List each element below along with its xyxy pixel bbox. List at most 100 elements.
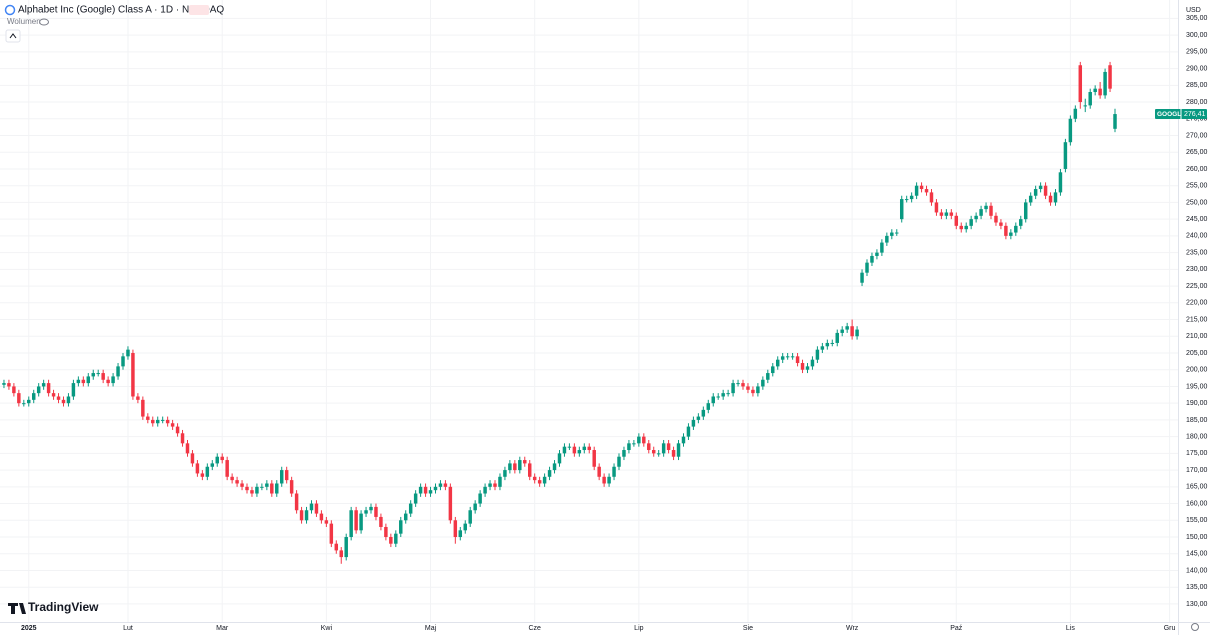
candle-body [656,453,661,455]
candle-body [924,189,929,193]
candle-body [771,366,775,374]
candle-body [61,399,66,404]
candle-body [870,255,874,263]
candle-body [111,376,115,384]
candle-body [681,436,686,444]
candle-body [647,443,651,451]
candle-body [741,383,745,387]
candle-body [785,356,790,358]
candle-body [711,396,715,404]
candle-body [438,483,443,487]
candle-body [761,379,765,387]
candle-body [508,463,512,471]
candle-body [1088,92,1092,106]
y-tick-label: 235,00 [1186,249,1208,256]
candle-body [279,470,284,484]
candle-body [275,483,279,494]
candle-body [36,386,41,394]
collapse-button[interactable] [5,29,21,43]
candle-body [284,470,289,481]
candle-body [86,376,91,384]
x-tick-label: Lut [123,625,133,632]
candle-body [622,450,626,457]
candle-body [795,356,800,364]
candle-body [1004,225,1008,236]
candle-body [329,523,334,544]
candle-body [1033,189,1038,196]
settings-icon[interactable] [1191,623,1199,631]
y-tick-label: 140,00 [1186,567,1208,574]
candle-body [835,332,839,343]
candle-body [205,466,210,477]
candle-body [1113,114,1117,129]
candle-body [706,403,711,410]
candle-body [468,510,472,524]
candle-body [349,510,353,538]
x-tick-label: Wrz [846,625,859,632]
candle-body [71,383,76,397]
y-tick-label: 205,00 [1186,350,1208,357]
candle-body [478,493,482,504]
candle-body [865,262,869,273]
candle-body [101,373,105,380]
candle-body [979,209,983,216]
candle-body [384,526,388,538]
y-tick-label: 280,00 [1186,99,1208,106]
candle-body [1073,108,1078,119]
candle-body [721,393,725,397]
candle-body [984,205,988,210]
candle-body [800,363,805,370]
candle-body [473,503,477,511]
candle-body [463,523,467,531]
candle-body [954,215,959,226]
candle-body [289,480,294,494]
candle-body [359,513,363,531]
candle-body [642,436,646,444]
candle-body [304,510,309,521]
candle-body [577,450,582,454]
candle-body [66,396,71,404]
candle-body [964,225,968,230]
candle-body [537,480,542,484]
candle-body [151,419,155,424]
y-tick-label: 210,00 [1186,333,1208,340]
candle-body [339,550,343,558]
candle-body [651,450,656,454]
candle-body [701,409,706,417]
y-tick-label: 230,00 [1186,266,1208,273]
candle-body [1053,192,1058,203]
y-tick-label: 285,00 [1186,82,1208,89]
flag-button[interactable] [189,5,209,15]
candle-body [210,463,215,467]
candle-body [483,486,487,494]
candle-body [51,393,56,397]
collapse-icon [9,33,17,39]
candle-body [403,513,408,521]
candle-body [805,366,810,370]
brand-name: TradingView [28,600,99,614]
candle-body [309,503,314,511]
currency-label[interactable]: USD [1186,7,1201,14]
candle-body [433,486,438,491]
y-tick-label: 135,00 [1186,584,1208,591]
candle-body [96,373,100,375]
candle-body [736,383,740,385]
candle-body [41,383,46,387]
candle-body [994,215,998,223]
candle-body [523,460,527,464]
candle-body [1068,118,1073,143]
eye-icon[interactable] [39,18,49,26]
candle-body [1103,71,1107,96]
candle-body [17,393,21,404]
candle-body [612,466,616,477]
y-tick-label: 255,00 [1186,183,1208,190]
candle-body [562,446,567,454]
y-tick-label: 195,00 [1186,383,1208,390]
candle-body [880,242,884,253]
candle-body [493,483,497,487]
x-tick-label: Lis [1066,625,1075,632]
candle-body [413,493,418,504]
candle-body [448,486,453,521]
y-tick-label: 265,00 [1186,149,1208,156]
